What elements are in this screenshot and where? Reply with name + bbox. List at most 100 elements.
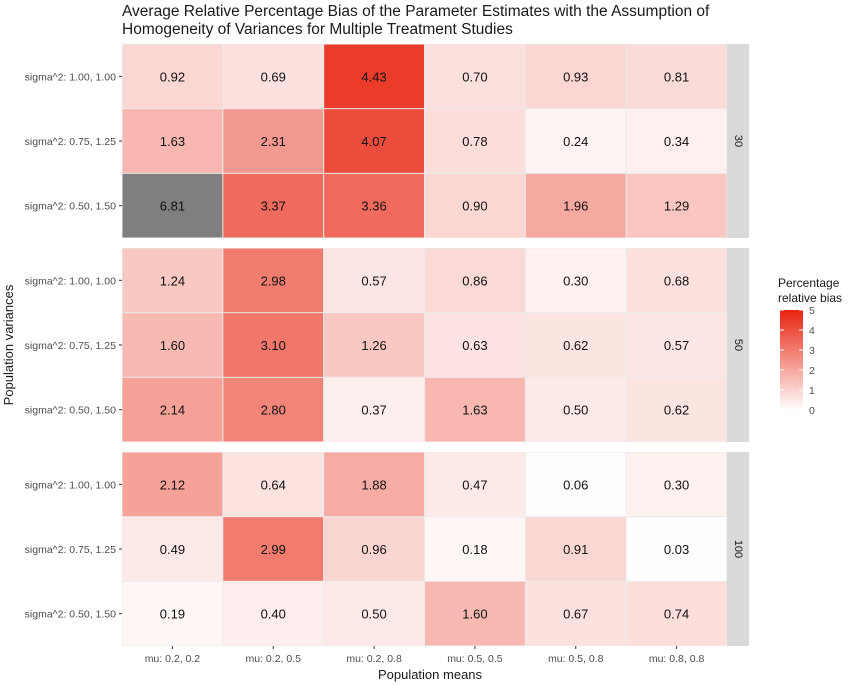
heatmap-cell: [324, 248, 424, 313]
heatmap-cell: [223, 313, 324, 377]
heatmap-cell: [626, 452, 727, 517]
y-tick-label: sigma^2: 1.00, 1.00: [25, 71, 116, 83]
legend-tick-label: 0: [809, 405, 815, 417]
cell-value-label: 1.88: [361, 477, 386, 492]
cell-value-label: 0.50: [361, 607, 386, 622]
cell-value-label: 2.31: [261, 134, 286, 149]
cell-value-label: 0.24: [563, 134, 588, 149]
y-tick-label: sigma^2: 0.75, 1.25: [25, 136, 116, 148]
cell-value-label: 0.96: [361, 542, 386, 557]
y-tick-label: sigma^2: 0.50, 1.50: [25, 201, 116, 213]
cell-value-label: 4.07: [361, 134, 386, 149]
cell-value-label: 1.96: [563, 199, 588, 214]
heatmap-cell: [324, 173, 424, 238]
legend-title-line-1: Percentage: [778, 276, 840, 290]
heatmap-cell: [525, 173, 626, 238]
chart-title-line-1: Average Relative Percentage Bias of the …: [122, 3, 710, 20]
cell-value-label: 1.60: [462, 607, 487, 622]
heatmap-cell: [324, 517, 424, 581]
cell-value-label: 0.64: [261, 477, 286, 492]
x-tick-label: mu: 0.2, 0.5: [246, 653, 302, 665]
cell-value-label: 0.03: [664, 542, 689, 557]
heatmap-cell: [525, 313, 626, 377]
heatmap-cell: [324, 313, 424, 377]
heatmap-cell: [525, 581, 626, 646]
facet-strip: [727, 452, 749, 646]
legend-tick-label: 1: [809, 385, 815, 397]
heatmap-cell: [223, 44, 324, 109]
heatmap-cell: [525, 109, 626, 173]
x-tick-label: mu: 0.8, 0.8: [649, 653, 705, 665]
cell-value-label: 3.37: [261, 199, 286, 214]
heatmap-cell: [525, 44, 626, 109]
heatmap-cell: [425, 173, 525, 238]
heatmap-cell: [525, 377, 626, 442]
facet-panel-100: 2.12 0.64 1.88 0.47 0.06 0.30 0.49 2.99 0.96 0.18…: [25, 452, 749, 646]
x-tick-label: mu: 0.2, 0.8: [346, 653, 402, 665]
cell-value-label: 0.78: [462, 134, 487, 149]
cell-value-label: 0.69: [261, 69, 286, 84]
panel-background: [122, 248, 727, 442]
cell-value-label: 0.50: [563, 403, 588, 418]
legend-tick-label: 5: [809, 305, 815, 317]
heatmap-cell: [122, 248, 223, 313]
heatmap-cell: [525, 517, 626, 581]
heatmap-cell: [122, 452, 223, 517]
cell-value-label: 0.34: [664, 134, 689, 149]
heatmap-cell: [122, 581, 223, 646]
cell-value-label: 0.49: [160, 542, 185, 557]
heatmap-cell: [425, 452, 525, 517]
facet-strip-label: 30: [732, 135, 744, 147]
cell-value-label: 0.90: [462, 199, 487, 214]
legend-ticks: 5 4 3 2 1 0: [780, 305, 815, 417]
heatmap-cell: [626, 581, 727, 646]
cell-value-label: 0.57: [664, 338, 689, 353]
cell-value-label: 1.60: [160, 338, 185, 353]
cell-value-label: 2.99: [261, 542, 286, 557]
heatmap-cell: [626, 109, 727, 173]
heatmap-cell: [626, 44, 727, 109]
cell-value-label: 0.62: [664, 403, 689, 418]
legend-title-line-2: relative bias: [778, 291, 842, 305]
cell-value-label: 0.47: [462, 477, 487, 492]
y-tick-label: sigma^2: 1.00, 1.00: [25, 275, 116, 287]
heatmap-cell: [122, 173, 223, 238]
legend-tick-label: 2: [809, 365, 815, 377]
cell-value-label: 0.93: [563, 69, 588, 84]
cell-value-label: 1.29: [664, 199, 689, 214]
heatmap-cell: [626, 173, 727, 238]
heatmap-cell: [223, 173, 324, 238]
cell-value-label: 1.26: [361, 338, 386, 353]
x-axis-ticks: mu: 0.2, 0.2 mu: 0.2, 0.5 mu: 0.2, 0.8 mu: …: [145, 646, 705, 665]
facet-strip-label: 50: [732, 339, 744, 351]
heatmap-cell: [626, 377, 727, 442]
color-legend: Percentage relative bias 5 4 3 2 1 0: [778, 276, 842, 417]
cell-value-label: 0.74: [664, 607, 689, 622]
cell-value-label: 2.14: [160, 403, 185, 418]
x-tick-label: mu: 0.5, 0.8: [548, 653, 604, 665]
legend-color-bar: [780, 310, 803, 410]
cell-value-label: 0.30: [664, 477, 689, 492]
heatmap-cell: [425, 313, 525, 377]
cell-value-label: 0.37: [361, 403, 386, 418]
heatmap-cell: [425, 377, 525, 442]
facet-panel-30: 0.92 0.69 4.43 0.70 0.93 0.81 1.63 2.31 4.07 0.78…: [25, 44, 749, 238]
cell-value-label: 0.06: [563, 477, 588, 492]
y-tick-label: sigma^2: 0.75, 1.25: [25, 544, 116, 556]
cell-value-label: 2.80: [261, 403, 286, 418]
heatmap-cell: [626, 313, 727, 377]
panel-background: [122, 44, 727, 238]
heatmap-cell: [324, 44, 424, 109]
cell-value-label: 0.86: [462, 273, 487, 288]
legend-tick-label: 3: [809, 345, 815, 357]
heatmap-cell: [223, 581, 324, 646]
cell-value-label: 2.98: [261, 273, 286, 288]
heatmap-cell: [122, 517, 223, 581]
heatmap-cell: [122, 109, 223, 173]
heatmap-cell: [324, 452, 424, 517]
cell-value-label: 0.68: [664, 273, 689, 288]
cell-value-label: 0.57: [361, 273, 386, 288]
facet-strip-label: 100: [732, 540, 744, 558]
cell-value-label: 0.81: [664, 69, 689, 84]
heatmap-cell: [122, 313, 223, 377]
